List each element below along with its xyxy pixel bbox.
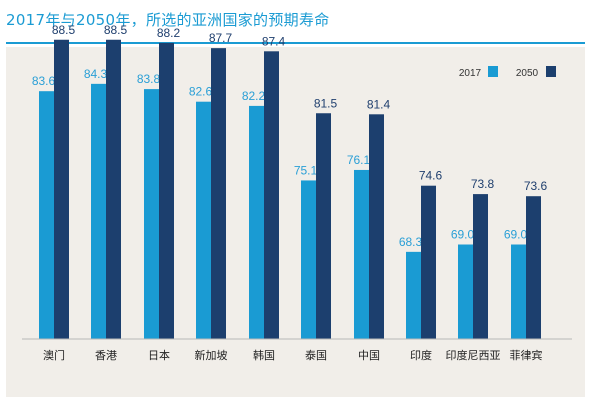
category-label-8: 印度尼西亚 — [446, 348, 501, 362]
data-label-2050-3: 87.7 — [209, 31, 233, 45]
bar-2050-4 — [264, 51, 279, 340]
data-label-2050-1: 88.5 — [104, 23, 128, 37]
data-label-2017-6: 76.1 — [347, 153, 371, 167]
bar-2050-3 — [211, 48, 226, 340]
data-label-2017-7: 68.3 — [399, 235, 423, 249]
category-label-0: 澳门 — [43, 348, 65, 362]
bar-2050-9 — [526, 196, 541, 339]
data-label-2050-4: 87.4 — [262, 34, 286, 48]
data-label-2050-2: 88.2 — [157, 26, 181, 40]
data-label-2050-8: 73.8 — [471, 177, 495, 191]
category-label-6: 中国 — [358, 349, 380, 362]
data-label-2017-9: 69.0 — [504, 228, 528, 242]
category-labels: 澳门 香港 日本 新加坡 韩国 泰国 中国 印度 印度尼西亚 菲律宾 — [43, 348, 543, 362]
bar-2050-5 — [316, 113, 331, 339]
bar-2017-4 — [249, 105, 264, 340]
data-label-2017-8: 69.0 — [451, 228, 475, 242]
bar-2050-6 — [369, 114, 384, 339]
data-label-2017-3: 82.6 — [189, 85, 213, 99]
bar-2017-1 — [91, 83, 106, 339]
bar-2017-6 — [354, 169, 369, 339]
bar-2017-8 — [458, 244, 473, 339]
chart-title: 2017年与2050年，所选的亚洲国家的预期寿命 — [6, 11, 330, 29]
category-label-4: 韩国 — [253, 348, 275, 362]
category-label-9: 菲律宾 — [510, 348, 543, 362]
category-label-1: 香港 — [95, 349, 117, 362]
bar-2050-8 — [473, 194, 488, 339]
bar-2017-0 — [39, 91, 54, 339]
legend-swatch-2017 — [488, 66, 498, 77]
bar-2050-7 — [421, 185, 436, 339]
bar-2017-2 — [144, 89, 159, 339]
bar-2050-1 — [106, 39, 121, 339]
legend-label-2050: 2050 — [516, 68, 539, 79]
bar-2017-3 — [196, 101, 211, 339]
data-label-2017-4: 82.2 — [242, 89, 266, 103]
legend: 2017 2050 — [459, 66, 556, 79]
bar-2017-7 — [406, 251, 421, 339]
category-label-5: 泰国 — [305, 348, 327, 362]
data-label-2050-9: 73.6 — [524, 179, 548, 193]
data-label-2050-7: 74.6 — [419, 169, 443, 183]
bar-2050-0 — [54, 39, 69, 339]
category-label-2: 日本 — [148, 348, 170, 362]
data-label-2017-1: 84.3 — [84, 67, 108, 81]
data-label-2017-0: 83.6 — [32, 74, 56, 88]
title-underline — [6, 42, 585, 44]
data-label-2050-0: 88.5 — [52, 23, 76, 37]
data-label-2050-6: 81.4 — [367, 97, 391, 111]
category-label-7: 印度 — [410, 348, 432, 362]
data-label-2050-5: 81.5 — [314, 96, 338, 110]
legend-swatch-2050 — [546, 66, 556, 77]
legend-label-2017: 2017 — [459, 68, 482, 79]
bar-2017-9 — [511, 244, 526, 339]
data-label-2017-5: 75.1 — [294, 163, 318, 177]
category-label-3: 新加坡 — [195, 348, 228, 362]
data-label-2017-2: 83.8 — [137, 72, 161, 86]
bars-group: 83.6 88.5 84.3 88.5 83.8 88.2 82.6 87.7 82.2 87.4… — [32, 23, 548, 340]
bar-2017-5 — [301, 180, 316, 339]
bar-2050-2 — [159, 42, 174, 340]
